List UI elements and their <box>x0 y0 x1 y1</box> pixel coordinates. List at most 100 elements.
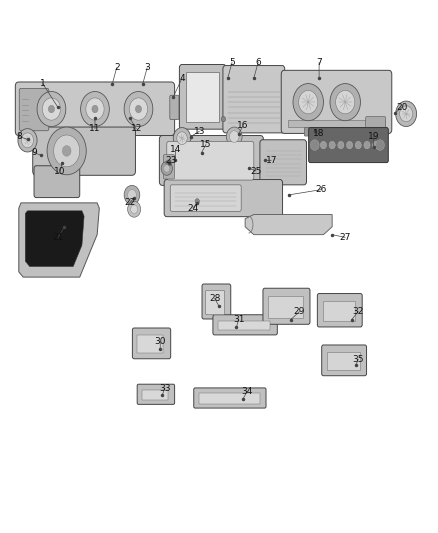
FancyBboxPatch shape <box>366 116 386 129</box>
FancyBboxPatch shape <box>132 328 171 359</box>
Circle shape <box>131 205 138 214</box>
FancyBboxPatch shape <box>164 180 283 216</box>
Circle shape <box>37 92 66 126</box>
FancyBboxPatch shape <box>213 315 277 335</box>
Text: 27: 27 <box>339 233 351 242</box>
Polygon shape <box>19 203 99 277</box>
Text: 1: 1 <box>40 79 46 88</box>
Text: 22: 22 <box>124 198 135 207</box>
Polygon shape <box>245 215 332 235</box>
Text: 11: 11 <box>89 124 101 133</box>
Bar <box>137 335 163 353</box>
Text: 25: 25 <box>250 166 261 175</box>
Text: 32: 32 <box>353 307 364 316</box>
Circle shape <box>230 131 239 142</box>
Circle shape <box>21 133 34 148</box>
Circle shape <box>177 132 187 144</box>
FancyBboxPatch shape <box>159 135 263 185</box>
FancyBboxPatch shape <box>137 384 175 405</box>
Bar <box>322 301 355 321</box>
Bar <box>327 352 360 370</box>
Text: 12: 12 <box>131 124 142 133</box>
FancyBboxPatch shape <box>170 185 241 212</box>
Text: 10: 10 <box>54 166 66 175</box>
Circle shape <box>330 84 360 120</box>
Bar <box>268 296 303 318</box>
Text: 23: 23 <box>166 156 177 165</box>
Text: 7: 7 <box>316 58 322 67</box>
FancyBboxPatch shape <box>180 64 226 129</box>
Text: 9: 9 <box>31 148 37 157</box>
Circle shape <box>195 199 199 204</box>
FancyBboxPatch shape <box>15 82 175 135</box>
FancyBboxPatch shape <box>304 127 315 136</box>
FancyBboxPatch shape <box>281 70 392 133</box>
Circle shape <box>338 141 344 149</box>
Circle shape <box>396 101 417 126</box>
Circle shape <box>173 127 191 149</box>
Circle shape <box>127 201 141 217</box>
Circle shape <box>346 141 353 149</box>
Text: 8: 8 <box>16 132 21 141</box>
FancyBboxPatch shape <box>163 155 175 179</box>
Text: 16: 16 <box>237 122 249 131</box>
Text: 34: 34 <box>242 386 253 395</box>
Text: 5: 5 <box>229 58 235 67</box>
Circle shape <box>355 141 361 149</box>
Text: 29: 29 <box>294 307 305 316</box>
FancyBboxPatch shape <box>318 294 362 327</box>
Circle shape <box>226 127 242 146</box>
Circle shape <box>129 98 148 120</box>
Circle shape <box>86 98 104 120</box>
Circle shape <box>299 91 318 114</box>
Circle shape <box>47 127 86 175</box>
Circle shape <box>164 165 170 172</box>
Text: 33: 33 <box>159 384 170 393</box>
Text: 2: 2 <box>114 63 120 72</box>
Circle shape <box>81 92 110 126</box>
Circle shape <box>48 106 54 113</box>
FancyBboxPatch shape <box>34 166 80 198</box>
Circle shape <box>92 106 98 113</box>
Text: 35: 35 <box>353 355 364 364</box>
Circle shape <box>376 140 385 150</box>
FancyBboxPatch shape <box>260 140 307 185</box>
Circle shape <box>161 161 173 175</box>
Text: 17: 17 <box>265 156 277 165</box>
Text: 4: 4 <box>179 74 185 83</box>
Text: 14: 14 <box>170 146 181 155</box>
Circle shape <box>127 190 136 200</box>
Text: 26: 26 <box>316 185 327 194</box>
FancyBboxPatch shape <box>170 95 179 119</box>
Circle shape <box>336 91 355 114</box>
FancyBboxPatch shape <box>202 284 231 319</box>
Circle shape <box>321 141 326 149</box>
Text: 30: 30 <box>155 337 166 346</box>
FancyBboxPatch shape <box>223 66 285 133</box>
Circle shape <box>311 140 319 150</box>
Circle shape <box>124 185 140 205</box>
Text: 13: 13 <box>194 127 205 136</box>
Circle shape <box>124 92 153 126</box>
Text: 15: 15 <box>200 140 212 149</box>
Circle shape <box>312 141 318 149</box>
Circle shape <box>135 106 141 113</box>
Circle shape <box>399 106 413 122</box>
Text: 31: 31 <box>233 315 244 324</box>
FancyBboxPatch shape <box>263 288 310 324</box>
Circle shape <box>329 141 335 149</box>
Text: 19: 19 <box>368 132 379 141</box>
FancyBboxPatch shape <box>309 127 389 163</box>
Circle shape <box>18 128 37 152</box>
Text: 21: 21 <box>52 233 64 242</box>
FancyBboxPatch shape <box>322 345 367 376</box>
FancyBboxPatch shape <box>205 290 225 315</box>
Bar <box>218 320 270 330</box>
FancyBboxPatch shape <box>33 127 135 175</box>
Bar <box>142 390 168 400</box>
Circle shape <box>373 141 379 149</box>
FancyBboxPatch shape <box>19 88 49 131</box>
Text: 20: 20 <box>396 103 407 112</box>
FancyBboxPatch shape <box>167 141 254 180</box>
Circle shape <box>62 146 71 156</box>
